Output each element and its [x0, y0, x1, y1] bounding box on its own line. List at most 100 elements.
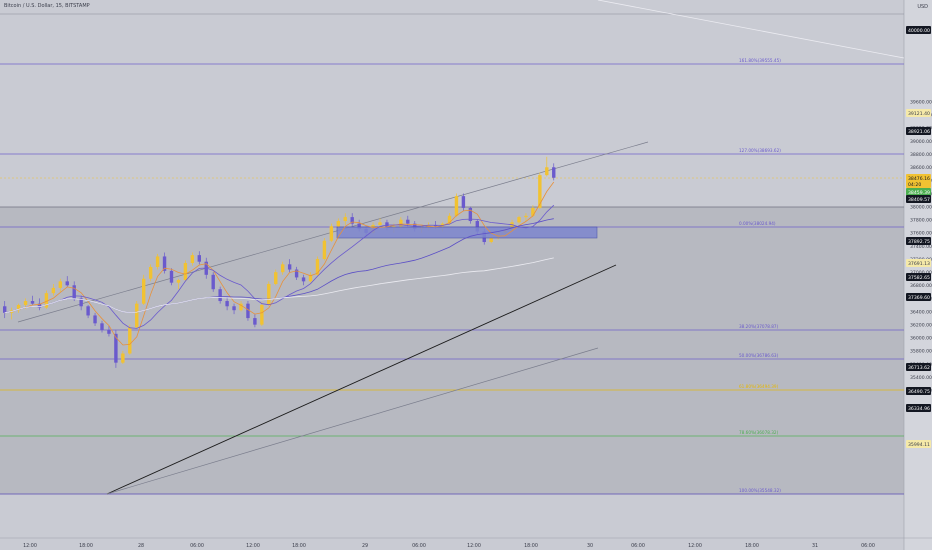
time-axis-label: 30 [587, 543, 593, 549]
price-badge-label: 36334.96 [908, 406, 930, 412]
candle-body [322, 240, 327, 260]
price-tick-label: 35400.00 [910, 375, 932, 381]
price-tick-label: 37600.00 [910, 231, 932, 237]
price-tick-label: 39000.00 [910, 139, 932, 145]
price-badge-label: 39121.40 [908, 111, 930, 117]
candle-body [454, 196, 459, 216]
candle-body [246, 303, 250, 319]
fib-level-label: 100.00%(35548.32) [739, 488, 781, 493]
price-badge [906, 127, 931, 135]
candle-body [183, 263, 188, 281]
fib-level-label: 161.80%(39555.45) [739, 58, 781, 63]
time-axis-label: 18:00 [745, 543, 759, 549]
price-badge-label: 35994.11 [908, 442, 930, 448]
candle-body [30, 301, 35, 304]
candle-body [3, 306, 7, 313]
candle-body [86, 306, 90, 316]
time-axis-label: 12:00 [23, 543, 37, 549]
price-badge [906, 387, 931, 395]
candle-body [510, 222, 514, 231]
time-axis-label: 12:00 [688, 543, 702, 549]
channel-lower-line [106, 347, 599, 495]
price-badge-label: 37892.75 [908, 239, 930, 245]
time-axis-label: 29 [362, 543, 368, 549]
candle-body [301, 277, 306, 282]
time-axis-label: 06:00 [861, 543, 875, 549]
price-badge [906, 237, 931, 245]
candle-body [190, 255, 195, 264]
candle-body [274, 272, 278, 284]
candle-body [142, 278, 146, 304]
fib-level-label: 127.00%(38693.62) [739, 148, 781, 153]
candle-body [531, 207, 535, 216]
time-axis-label: 06:00 [412, 543, 426, 549]
time-axis-label: 06:00 [190, 543, 204, 549]
price-badge-label: 38921.06 [908, 129, 930, 135]
price-badge [906, 195, 931, 203]
candle-body [281, 264, 285, 273]
candle-body [260, 304, 264, 325]
price-badge-label: 36713.62 [908, 365, 930, 371]
price-tick-label: 35800.00 [910, 349, 932, 355]
ma-medium-line [4, 204, 555, 329]
candle-body [121, 353, 125, 363]
candle-body [37, 303, 42, 308]
price-tick-label: 38000.00 [910, 204, 932, 210]
price-badge [906, 26, 931, 34]
candle-body [211, 274, 215, 290]
candle-body [72, 285, 76, 299]
candle-body [329, 226, 334, 241]
candle-body [336, 221, 340, 227]
candle-body [162, 256, 167, 271]
candle-body [308, 274, 313, 282]
price-badge-label: 37582.65 [908, 275, 930, 281]
price-badge [906, 404, 931, 412]
candle-body [107, 329, 111, 334]
candle-body [315, 259, 320, 275]
candle-body [176, 280, 181, 283]
candle-body [44, 293, 49, 308]
price-badge [906, 188, 931, 196]
price-badge-label: 40000.00 [908, 28, 930, 34]
candle-body [225, 301, 229, 307]
time-axis-label: 12:00 [246, 543, 260, 549]
price-badge [906, 440, 931, 448]
candle-body [155, 256, 160, 267]
price-tick-label: 39600.00 [910, 99, 932, 105]
time-axis-label: 06:00 [631, 543, 645, 549]
candle-body [58, 281, 62, 288]
candle-body [440, 223, 445, 227]
candle-body [16, 304, 21, 311]
candle-body [128, 327, 132, 354]
support-trendline [106, 264, 617, 495]
price-badge [906, 180, 931, 188]
range-zone [0, 207, 904, 494]
candle-body [218, 289, 222, 302]
fib-level-label: 0.00%(38024.94) [739, 221, 776, 226]
candle-body [253, 318, 257, 325]
candle-body [148, 266, 153, 279]
fib-level-label: 50.00%(36786.63) [739, 353, 779, 358]
price-tick-label: 36800.00 [910, 283, 932, 289]
fib-level-label: 61.80%(36494.39) [739, 384, 779, 389]
price-badge-label: 38476.16 [908, 176, 930, 182]
candle-body [114, 333, 118, 363]
candle-body [135, 303, 139, 328]
candle-body [489, 238, 493, 243]
candle-body [197, 255, 201, 262]
time-axis-label: 18:00 [292, 543, 306, 549]
bottom-zone [0, 494, 904, 538]
candle-body [239, 303, 243, 311]
candle-body [538, 175, 542, 208]
candle-body [461, 196, 466, 208]
symbol-title[interactable]: Bitcoin / U.S. Dollar, 15, BITSTAMP [4, 3, 90, 9]
fib-level-label: 78.60%(36078.32) [739, 430, 779, 435]
price-badge [906, 293, 931, 301]
candle-body [93, 315, 97, 324]
price-badge-label: 38459.39 [908, 190, 930, 196]
candle-body [378, 222, 382, 225]
candle-body [287, 264, 292, 270]
time-axis-label: 18:00 [79, 543, 93, 549]
